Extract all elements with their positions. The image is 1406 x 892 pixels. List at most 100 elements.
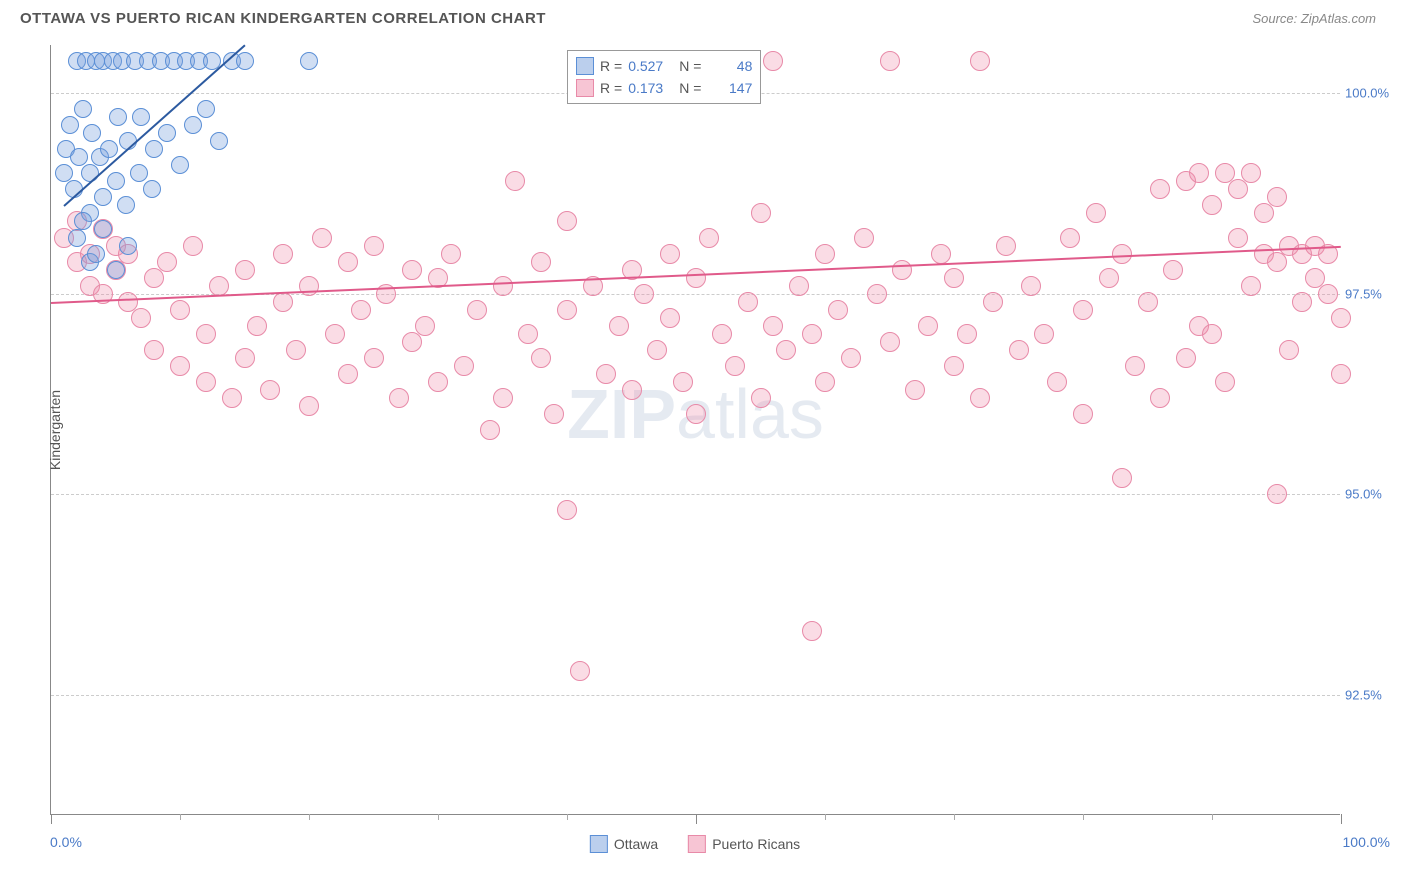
scatter-point-pr xyxy=(1112,244,1132,264)
scatter-point-pr xyxy=(725,356,745,376)
scatter-point-ottawa xyxy=(100,140,118,158)
scatter-point-pr xyxy=(673,372,693,392)
scatter-point-pr xyxy=(157,252,177,272)
scatter-point-pr xyxy=(1279,340,1299,360)
scatter-point-pr xyxy=(1331,308,1351,328)
scatter-point-pr xyxy=(1228,179,1248,199)
scatter-point-pr xyxy=(686,268,706,288)
scatter-point-pr xyxy=(247,316,267,336)
scatter-point-pr xyxy=(905,380,925,400)
scatter-point-pr xyxy=(1215,372,1235,392)
scatter-point-pr xyxy=(596,364,616,384)
scatter-point-ottawa xyxy=(70,148,88,166)
scatter-point-ottawa xyxy=(55,164,73,182)
scatter-point-pr xyxy=(1267,187,1287,207)
scatter-point-pr xyxy=(364,236,384,256)
scatter-point-ottawa xyxy=(83,124,101,142)
x-tick-minor xyxy=(1212,814,1213,820)
scatter-point-pr xyxy=(647,340,667,360)
scatter-point-pr xyxy=(557,300,577,320)
scatter-point-pr xyxy=(1073,300,1093,320)
scatter-point-pr xyxy=(131,308,151,328)
scatter-point-pr xyxy=(1034,324,1054,344)
scatter-point-ottawa xyxy=(143,180,161,198)
scatter-point-pr xyxy=(802,324,822,344)
scatter-point-pr xyxy=(699,228,719,248)
scatter-point-pr xyxy=(325,324,345,344)
scatter-point-pr xyxy=(970,51,990,71)
scatter-point-pr xyxy=(1086,203,1106,223)
scatter-point-pr xyxy=(854,228,874,248)
scatter-point-pr xyxy=(273,244,293,264)
scatter-point-ottawa xyxy=(81,164,99,182)
legend-swatch-pr xyxy=(688,835,706,853)
scatter-point-pr xyxy=(996,236,1016,256)
scatter-point-ottawa xyxy=(197,100,215,118)
scatter-point-pr xyxy=(557,500,577,520)
scatter-point-pr xyxy=(880,51,900,71)
scatter-point-pr xyxy=(402,332,422,352)
scatter-point-pr xyxy=(1060,228,1080,248)
x-tick-minor xyxy=(954,814,955,820)
scatter-point-pr xyxy=(454,356,474,376)
scatter-point-pr xyxy=(1202,324,1222,344)
scatter-point-pr xyxy=(518,324,538,344)
y-tick-label: 92.5% xyxy=(1345,687,1400,702)
scatter-point-ottawa xyxy=(94,188,112,206)
x-tick-minor xyxy=(180,814,181,820)
scatter-point-pr xyxy=(802,621,822,641)
scatter-point-pr xyxy=(170,300,190,320)
scatter-point-pr xyxy=(209,276,229,296)
scatter-point-pr xyxy=(931,244,951,264)
legend-swatch-ottawa xyxy=(590,835,608,853)
scatter-point-pr xyxy=(1189,163,1209,183)
scatter-point-pr xyxy=(415,316,435,336)
scatter-point-pr xyxy=(1112,468,1132,488)
scatter-point-pr xyxy=(570,661,590,681)
scatter-point-pr xyxy=(1267,252,1287,272)
scatter-point-pr xyxy=(196,372,216,392)
scatter-point-pr xyxy=(1241,276,1261,296)
scatter-point-pr xyxy=(505,171,525,191)
scatter-point-pr xyxy=(892,260,912,280)
scatter-point-ottawa xyxy=(236,52,254,70)
scatter-point-pr xyxy=(1073,404,1093,424)
scatter-point-pr xyxy=(815,244,835,264)
scatter-point-pr xyxy=(1292,292,1312,312)
scatter-point-pr xyxy=(389,388,409,408)
x-tick-minor xyxy=(1083,814,1084,820)
scatter-point-pr xyxy=(983,292,1003,312)
stat-n: 147 xyxy=(707,80,752,96)
scatter-point-pr xyxy=(235,260,255,280)
scatter-point-pr xyxy=(622,380,642,400)
y-axis-label: Kindergarten xyxy=(47,390,63,470)
scatter-point-pr xyxy=(557,211,577,231)
scatter-point-pr xyxy=(544,404,564,424)
scatter-point-ottawa xyxy=(300,52,318,70)
scatter-point-ottawa xyxy=(184,116,202,134)
scatter-point-pr xyxy=(235,348,255,368)
scatter-point-pr xyxy=(260,380,280,400)
scatter-point-ottawa xyxy=(117,196,135,214)
scatter-point-pr xyxy=(183,236,203,256)
y-tick-label: 95.0% xyxy=(1345,487,1400,502)
scatter-point-pr xyxy=(751,388,771,408)
scatter-point-pr xyxy=(338,364,358,384)
scatter-point-pr xyxy=(170,356,190,376)
scatter-point-pr xyxy=(763,316,783,336)
scatter-point-pr xyxy=(660,244,680,264)
scatter-point-pr xyxy=(1047,372,1067,392)
scatter-point-pr xyxy=(1318,284,1338,304)
scatter-point-pr xyxy=(1009,340,1029,360)
scatter-point-pr xyxy=(493,276,513,296)
stats-row: R =0.527N =48 xyxy=(576,55,752,77)
scatter-point-pr xyxy=(957,324,977,344)
x-axis-label-min: 0.0% xyxy=(50,834,82,850)
chart-container: ZIPatlas 92.5%95.0%97.5%100.0%R =0.527N … xyxy=(50,45,1340,815)
scatter-point-pr xyxy=(1228,228,1248,248)
legend-item-puerto-ricans: Puerto Ricans xyxy=(688,835,800,853)
legend-item-ottawa: Ottawa xyxy=(590,835,658,853)
scatter-point-pr xyxy=(351,300,371,320)
scatter-point-ottawa xyxy=(61,116,79,134)
scatter-point-pr xyxy=(441,244,461,264)
